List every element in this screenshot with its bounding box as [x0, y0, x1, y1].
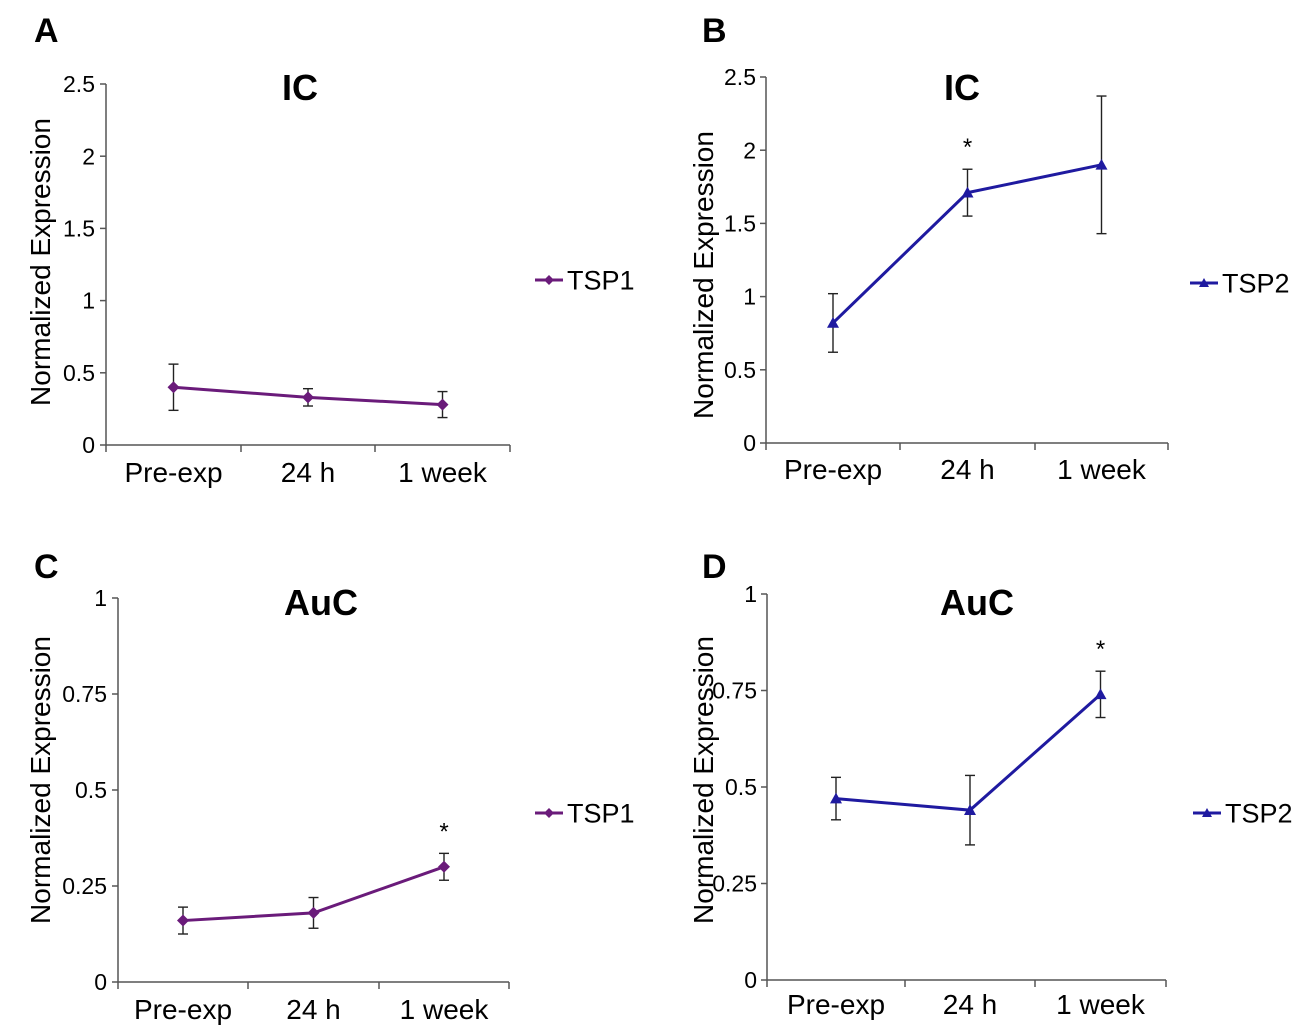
data-point — [1094, 688, 1107, 700]
y-tick-label: 0 — [94, 969, 107, 995]
y-tick-label: 0.5 — [725, 774, 757, 800]
panel-letter: C — [34, 548, 59, 586]
y-tick-label: 0.5 — [724, 357, 756, 383]
legend-label: TSP2 — [1222, 268, 1290, 298]
data-point — [436, 398, 449, 411]
y-tick-label: 0.25 — [712, 871, 757, 897]
y-tick-label: 1 — [82, 288, 95, 314]
y-tick-label: 1 — [744, 581, 757, 607]
y-tick-label: 0.75 — [712, 678, 757, 704]
significance-star: * — [963, 134, 972, 161]
legend-label: TSP2 — [1225, 798, 1293, 828]
y-tick-label: 0.5 — [63, 360, 95, 386]
x-tick-label: 24 h — [281, 457, 336, 488]
x-tick-label: 1 week — [398, 457, 488, 488]
legend-label: TSP1 — [567, 265, 635, 295]
x-tick-label: Pre-exp — [134, 994, 232, 1025]
x-tick-label: 1 week — [1057, 454, 1147, 485]
data-point — [827, 316, 839, 328]
data-point — [830, 792, 842, 804]
chart-title: IC — [282, 67, 318, 108]
panel-letter: A — [34, 12, 59, 50]
legend-marker — [1202, 808, 1212, 817]
chart-panel-a: A IC Normalized Expression 0 0.5 1 1.5 2 2.5 Pre-… — [25, 12, 635, 488]
panel-letter: D — [702, 548, 727, 586]
legend-label: TSP1 — [567, 798, 635, 828]
y-tick-label: 0 — [82, 432, 95, 458]
y-axis-label: Normalized Expression — [688, 131, 719, 419]
y-tick-label: 1 — [743, 284, 756, 310]
panel-letter: B — [702, 12, 727, 50]
y-tick-label: 2 — [82, 143, 95, 169]
y-tick-label: 0.75 — [62, 681, 107, 707]
y-tick-label: 0 — [744, 967, 757, 993]
data-point — [177, 914, 189, 927]
y-axis-label: Normalized Expression — [25, 636, 56, 924]
legend-marker — [1199, 278, 1209, 287]
series-line-tsp2 — [835, 693, 1102, 812]
chart-panel-b: B IC Normalized Expression 0 0.5 1 1.5 2 2.5 Pre-… — [688, 12, 1290, 485]
x-tick-label: 24 h — [943, 989, 998, 1020]
data-point — [964, 804, 976, 815]
significance-star: * — [1096, 636, 1105, 663]
x-tick-label: Pre-exp — [784, 454, 882, 485]
x-tick-label: 1 week — [400, 994, 490, 1025]
y-tick-label: 2 — [743, 137, 756, 163]
chart-title: IC — [944, 67, 980, 108]
x-tick-label: Pre-exp — [787, 989, 885, 1020]
y-tick-label: 0.25 — [62, 873, 107, 899]
x-tick-label: 24 h — [286, 994, 341, 1025]
chart-title: AuC — [284, 582, 358, 623]
data-point — [438, 860, 450, 873]
x-tick-label: Pre-exp — [124, 457, 222, 488]
data-point — [961, 186, 974, 198]
y-tick-label: 1 — [94, 585, 107, 611]
chart-panel-d: D AuC Normalized Expression 0 0.25 0.5 0.75 1 Pr… — [688, 548, 1293, 1020]
legend-marker — [544, 808, 554, 818]
chart-title: AuC — [940, 582, 1014, 623]
y-tick-label: 1.5 — [724, 210, 756, 236]
y-tick-label: 0 — [743, 430, 756, 456]
chart-panel-c: C AuC Normalized Expression 0 0.25 0.5 0.75 1 Pr… — [25, 548, 635, 1025]
data-point — [1095, 158, 1108, 170]
y-axis-label: Normalized Expression — [688, 636, 719, 924]
x-tick-label: 1 week — [1056, 989, 1146, 1020]
legend-marker — [544, 275, 554, 285]
x-tick-label: 24 h — [940, 454, 995, 485]
y-tick-label: 2.5 — [63, 71, 95, 97]
y-tick-label: 1.5 — [63, 215, 95, 241]
y-axis-label: Normalized Expression — [25, 118, 56, 406]
y-tick-label: 2.5 — [724, 64, 756, 90]
data-point — [167, 381, 180, 394]
data-point — [302, 391, 314, 404]
data-point — [307, 906, 320, 919]
y-tick-label: 0.5 — [75, 777, 107, 803]
significance-star: * — [439, 818, 448, 845]
